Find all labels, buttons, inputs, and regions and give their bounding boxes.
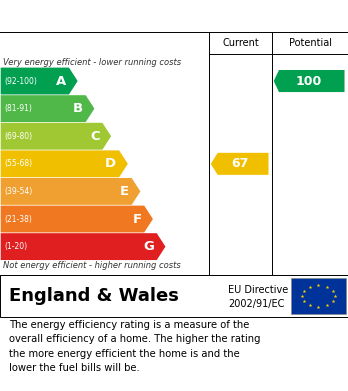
Text: F: F	[132, 213, 141, 226]
Text: The energy efficiency rating is a measure of the
overall efficiency of a home. T: The energy efficiency rating is a measur…	[9, 320, 260, 373]
Text: England & Wales: England & Wales	[9, 287, 179, 305]
Text: 100: 100	[296, 75, 322, 88]
Polygon shape	[274, 70, 345, 92]
Polygon shape	[211, 153, 269, 175]
Text: G: G	[143, 240, 154, 253]
FancyBboxPatch shape	[0, 275, 348, 317]
Polygon shape	[1, 206, 153, 233]
Text: E: E	[120, 185, 129, 198]
Text: (69-80): (69-80)	[4, 132, 32, 141]
Text: (92-100): (92-100)	[4, 77, 37, 86]
Text: (1-20): (1-20)	[4, 242, 27, 251]
Text: Current: Current	[222, 38, 259, 48]
Polygon shape	[1, 95, 94, 122]
Text: Not energy efficient - higher running costs: Not energy efficient - higher running co…	[3, 261, 181, 270]
Text: (55-68): (55-68)	[4, 159, 32, 169]
Text: A: A	[56, 75, 66, 88]
Text: Energy Efficiency Rating: Energy Efficiency Rating	[9, 9, 219, 23]
Text: Very energy efficient - lower running costs: Very energy efficient - lower running co…	[3, 58, 182, 67]
Polygon shape	[1, 68, 78, 95]
Polygon shape	[1, 123, 111, 150]
Text: C: C	[90, 130, 100, 143]
Text: EU Directive: EU Directive	[228, 285, 288, 295]
Text: Potential: Potential	[288, 38, 332, 48]
Polygon shape	[1, 151, 128, 177]
Text: 67: 67	[231, 157, 248, 170]
Text: D: D	[105, 157, 116, 170]
Text: B: B	[73, 102, 83, 115]
Polygon shape	[1, 178, 140, 205]
Text: (39-54): (39-54)	[4, 187, 32, 196]
Text: 2002/91/EC: 2002/91/EC	[228, 300, 284, 309]
Text: (81-91): (81-91)	[4, 104, 32, 113]
Bar	[291, 278, 346, 314]
Polygon shape	[1, 233, 165, 260]
Text: (21-38): (21-38)	[4, 215, 32, 224]
